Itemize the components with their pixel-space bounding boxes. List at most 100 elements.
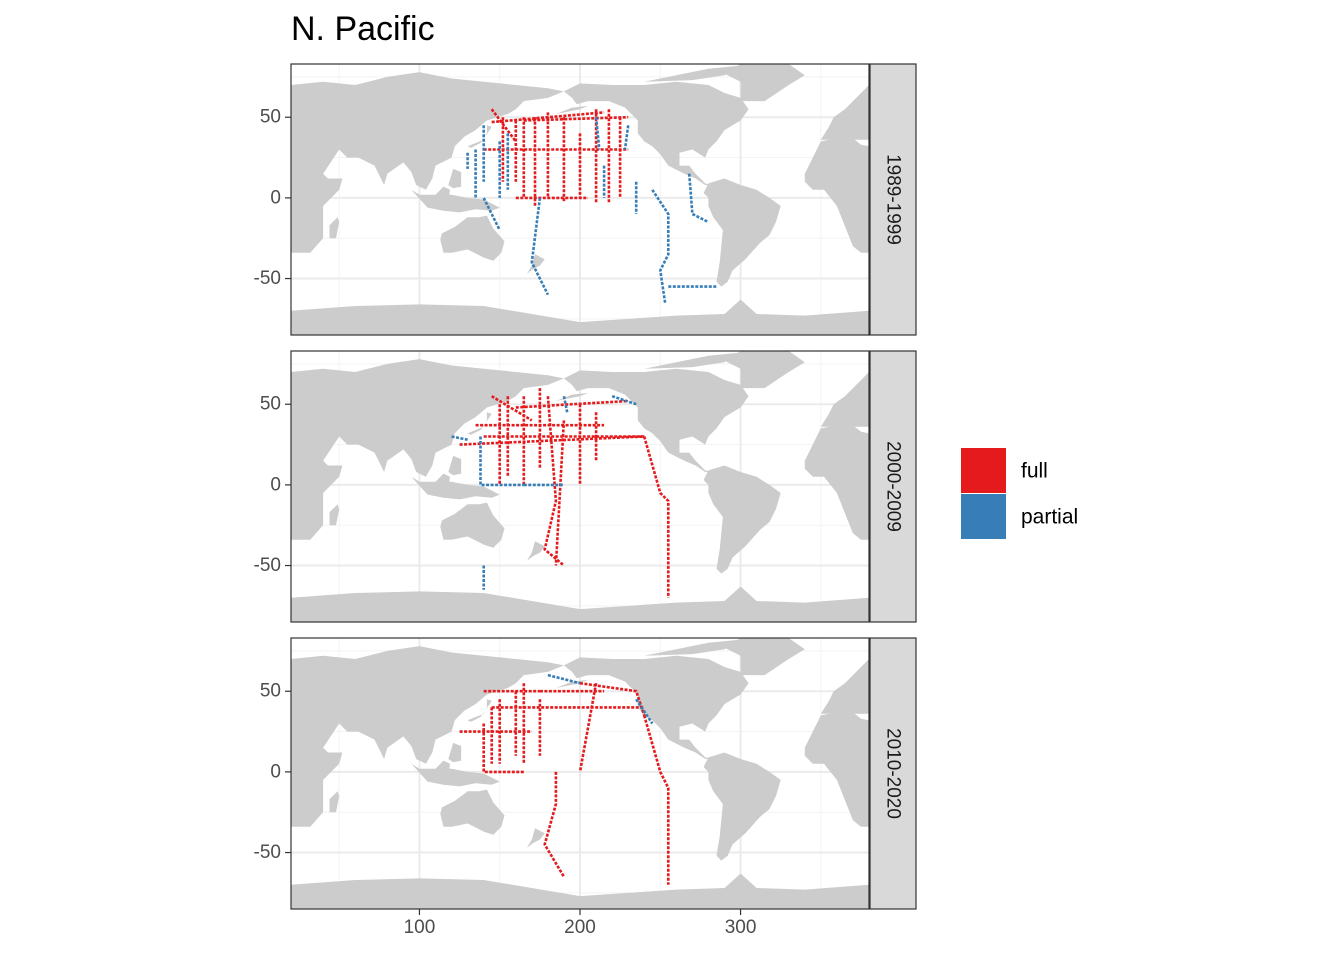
australia-land xyxy=(440,502,505,548)
south-america-land xyxy=(703,752,781,861)
europe-land xyxy=(820,659,869,714)
track-partial xyxy=(479,436,524,487)
philippines-land xyxy=(448,742,462,763)
japan-land xyxy=(467,125,492,148)
track-full xyxy=(515,399,629,409)
europe-land xyxy=(820,372,869,427)
y-tick-label: 50 xyxy=(260,107,281,128)
track-partial xyxy=(623,125,630,150)
strip-label: 2000-2009 xyxy=(883,441,904,532)
y-tick-label: 0 xyxy=(270,761,281,782)
facet-strip: 1989-1999 xyxy=(869,63,917,336)
track-full xyxy=(543,771,566,878)
x-axis: 100 200 300 xyxy=(404,909,757,938)
track-full xyxy=(482,723,524,774)
legend: full partial xyxy=(961,448,1078,539)
chart-title: N. Pacific xyxy=(291,10,435,48)
antarctica-land xyxy=(291,299,869,335)
track-full xyxy=(491,111,605,124)
y-axis: 50 0 -50 xyxy=(254,681,291,863)
philippines-land xyxy=(448,168,462,189)
new-zealand-land xyxy=(527,828,545,848)
legend-key xyxy=(961,448,1006,493)
strip-label: 2010-2020 xyxy=(883,728,904,819)
arctic-islands-land xyxy=(644,639,741,656)
japan-land xyxy=(467,699,492,722)
track-layer xyxy=(466,108,717,303)
panel-border xyxy=(290,63,870,336)
arctic-islands-land xyxy=(644,65,741,82)
y-tick-label: 0 xyxy=(270,187,281,208)
europe-land xyxy=(820,85,869,140)
africa-east-land xyxy=(804,138,869,253)
legend-key xyxy=(961,494,1006,539)
eurasia-land xyxy=(291,359,564,540)
madagascar-land xyxy=(329,791,340,813)
facet-panel-2: 2000-2009 50 0 -50 xyxy=(254,350,917,623)
facet-panels: 1989-1999 50 0 -50 2000-2009 50 0 -50 2010-2020 5… xyxy=(254,63,917,910)
indonesia-land xyxy=(411,763,500,787)
eurasia-land xyxy=(291,72,564,253)
australia-land xyxy=(440,789,505,835)
north-america-land xyxy=(563,655,749,759)
strip-background xyxy=(869,63,917,336)
north-america-land xyxy=(563,368,749,472)
track-full xyxy=(543,396,565,567)
track-full xyxy=(642,436,670,598)
greenland-land xyxy=(724,638,805,676)
x-tick-label: 100 xyxy=(404,917,436,938)
borneo-land xyxy=(435,760,450,777)
south-america-land xyxy=(703,178,781,287)
indonesia-land xyxy=(411,476,500,500)
y-tick-label: 0 xyxy=(270,474,281,495)
madagascar-land xyxy=(329,217,340,239)
africa-east-land xyxy=(804,425,869,540)
track-full xyxy=(490,108,517,143)
y-tick-label: -50 xyxy=(254,268,281,289)
track-layer xyxy=(451,388,670,598)
land-layer xyxy=(291,64,869,335)
indonesia-land xyxy=(411,189,500,213)
strip-background xyxy=(869,637,917,910)
facet-strip: 2000-2009 xyxy=(869,350,917,623)
y-tick-label: 50 xyxy=(260,681,281,702)
borneo-land xyxy=(435,186,450,203)
track-full xyxy=(523,115,629,122)
y-tick-label: 50 xyxy=(260,394,281,415)
track-full xyxy=(554,420,566,566)
antarctica-land xyxy=(291,873,869,909)
arctic-islands-land xyxy=(644,352,741,369)
japan-land xyxy=(467,412,492,435)
antarctica-land xyxy=(291,586,869,622)
strip-label: 1989-1999 xyxy=(883,154,904,245)
strip-background xyxy=(869,350,917,623)
facet-panel-3: 2010-2020 50 0 -50 xyxy=(254,637,917,910)
track-layer xyxy=(459,673,670,885)
track-partial xyxy=(547,673,581,685)
facet-panel-1: 1989-1999 50 0 -50 xyxy=(254,63,917,336)
greenland-land xyxy=(724,64,805,102)
track-full xyxy=(491,395,533,422)
track-full xyxy=(578,682,598,773)
track-partial xyxy=(687,173,709,224)
x-tick-label: 200 xyxy=(564,917,596,938)
borneo-land xyxy=(435,473,450,490)
south-america-land xyxy=(703,465,781,574)
legend-label: partial xyxy=(1021,506,1078,529)
y-axis: 50 0 -50 xyxy=(254,394,291,576)
madagascar-land xyxy=(329,504,340,526)
australia-land xyxy=(440,215,505,261)
x-tick-label: 300 xyxy=(725,917,757,938)
track-partial xyxy=(451,435,468,441)
track-partial xyxy=(594,117,601,150)
new-zealand-land xyxy=(527,254,545,274)
facet-strip: 2010-2020 xyxy=(869,637,917,910)
new-zealand-land xyxy=(527,541,545,561)
legend-item-full: full xyxy=(961,448,1048,493)
track-full xyxy=(642,715,670,885)
y-tick-label: -50 xyxy=(254,842,281,863)
track-full xyxy=(459,435,645,446)
panel-border xyxy=(290,350,870,623)
philippines-land xyxy=(448,455,462,476)
